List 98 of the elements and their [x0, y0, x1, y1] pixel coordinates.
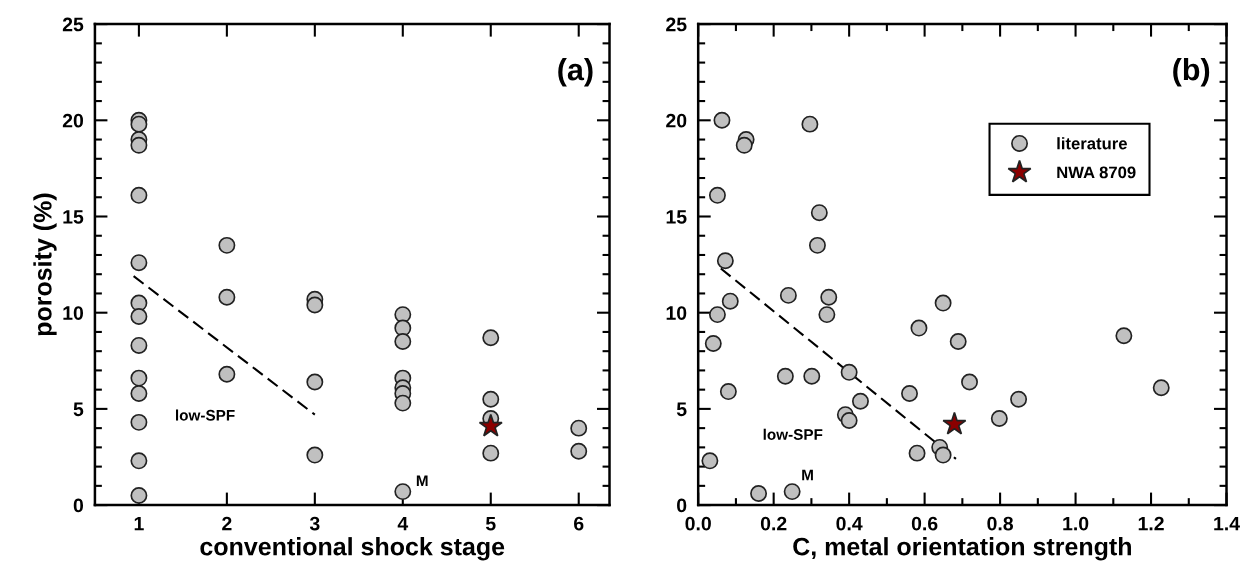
- point: [482, 390, 500, 408]
- legend-label: NWA 8709: [1057, 166, 1136, 179]
- point: [713, 111, 731, 129]
- point: [130, 136, 148, 154]
- point: [701, 452, 719, 470]
- point: [130, 452, 148, 470]
- point: [990, 410, 1008, 427]
- point: [851, 392, 869, 410]
- point: [218, 365, 236, 383]
- y-tick-label: 20: [62, 113, 84, 128]
- y-tick-label: 25: [666, 17, 687, 32]
- x-tick-label: 0.6: [911, 516, 938, 531]
- point: [1010, 390, 1028, 408]
- point: [1152, 379, 1170, 397]
- point: [961, 373, 978, 391]
- point: [306, 446, 324, 464]
- point: [934, 446, 952, 464]
- point: [570, 442, 588, 460]
- point: [721, 292, 739, 310]
- point: [803, 367, 821, 385]
- point: [218, 236, 236, 254]
- point: [840, 363, 858, 381]
- x-tick-label: 3: [309, 516, 320, 531]
- point: [750, 485, 768, 503]
- point: [934, 294, 952, 312]
- point: [708, 186, 726, 204]
- y-tick-label: 10: [666, 306, 687, 320]
- x-axis-title: conventional shock stage: [200, 537, 505, 561]
- point: [908, 444, 926, 462]
- point: [810, 204, 828, 222]
- point: [130, 254, 148, 272]
- x-tick-label: 0.2: [760, 516, 787, 531]
- point: [130, 486, 148, 504]
- point: [130, 385, 148, 402]
- y-axis-title: porosity (%): [33, 193, 57, 336]
- annotation: M: [802, 469, 813, 481]
- y-tick-label: 25: [62, 17, 84, 32]
- x-tick-label: 1.2: [1138, 516, 1164, 531]
- point: [130, 369, 148, 387]
- point: [394, 306, 412, 324]
- y-tick-label: 0: [677, 498, 687, 513]
- point: [306, 296, 324, 314]
- y-tick-label: 15: [666, 210, 687, 224]
- point: [570, 419, 588, 437]
- annotation: low-SPF: [763, 428, 823, 440]
- point: [942, 411, 967, 435]
- x-axis-title: C, metal orientation strength: [793, 537, 1131, 561]
- y-tick-label: 10: [63, 306, 84, 320]
- point: [478, 413, 503, 437]
- point: [808, 236, 826, 254]
- x-tick-label: 0.8: [987, 516, 1014, 531]
- point: [306, 373, 324, 391]
- y-tick-label: 15: [63, 210, 84, 224]
- point: [130, 186, 148, 204]
- point: [901, 385, 918, 402]
- x-tick-label: 2: [222, 516, 232, 531]
- point: [130, 336, 148, 354]
- annotation: (a): [558, 57, 593, 87]
- x-tick-label: 0.0: [685, 516, 711, 531]
- x-tick-label: 4: [397, 516, 409, 531]
- point: [394, 333, 412, 351]
- point: [708, 306, 726, 324]
- annotation: low-SPF: [175, 409, 235, 421]
- point: [1115, 327, 1133, 345]
- y-tick-label: 5: [676, 402, 687, 417]
- y-tick-label: 20: [666, 113, 687, 128]
- point: [482, 329, 500, 347]
- point: [719, 383, 737, 401]
- y-tick-label: 5: [73, 402, 84, 417]
- x-tick-label: 5: [485, 516, 496, 531]
- point: [130, 115, 148, 133]
- x-tick-label: 1: [134, 516, 144, 531]
- point: [779, 286, 797, 304]
- point: [783, 483, 801, 501]
- annotation: M: [416, 475, 428, 486]
- x-tick-label: 6: [574, 516, 584, 531]
- point: [394, 483, 412, 501]
- x-tick-label: 1.0: [1063, 516, 1089, 531]
- point: [130, 308, 148, 326]
- point: [704, 335, 722, 352]
- point: [735, 136, 753, 154]
- point: [818, 306, 836, 324]
- x-tick-label: 1.4: [1214, 516, 1240, 531]
- x-tick-label: 0.4: [836, 516, 863, 531]
- point: [482, 444, 500, 462]
- point: [910, 319, 928, 337]
- legend-label: literature: [1057, 137, 1127, 150]
- point: [949, 333, 967, 351]
- y-tick-label: 0: [73, 498, 84, 513]
- point: [840, 411, 858, 429]
- point: [776, 367, 794, 385]
- point: [130, 413, 148, 431]
- point: [801, 115, 819, 133]
- annotation: (b): [1173, 57, 1210, 87]
- point: [394, 394, 412, 412]
- point: [716, 252, 734, 270]
- point: [820, 288, 838, 306]
- point: [218, 288, 236, 306]
